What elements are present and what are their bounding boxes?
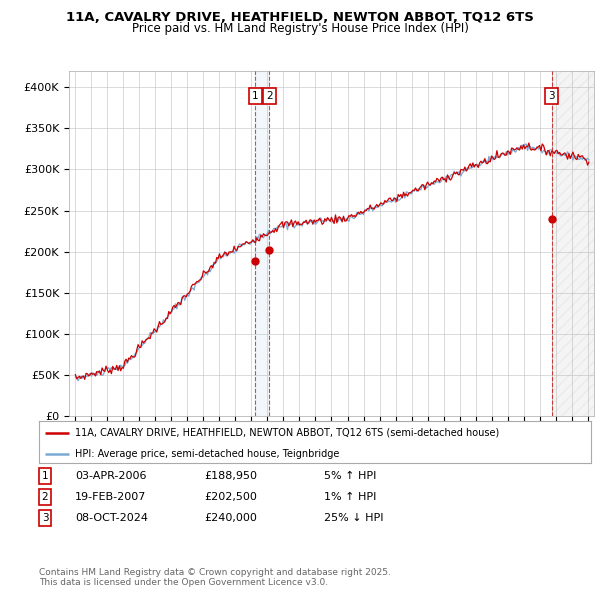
Text: 1% ↑ HPI: 1% ↑ HPI [324,492,376,502]
Text: 5% ↑ HPI: 5% ↑ HPI [324,471,376,481]
Text: 1: 1 [41,471,49,481]
Text: Price paid vs. HM Land Registry's House Price Index (HPI): Price paid vs. HM Land Registry's House … [131,22,469,35]
Text: 2: 2 [41,492,49,502]
Text: HPI: Average price, semi-detached house, Teignbridge: HPI: Average price, semi-detached house,… [75,449,339,459]
Text: 11A, CAVALRY DRIVE, HEATHFIELD, NEWTON ABBOT, TQ12 6TS: 11A, CAVALRY DRIVE, HEATHFIELD, NEWTON A… [66,11,534,24]
Text: £202,500: £202,500 [204,492,257,502]
Text: £188,950: £188,950 [204,471,257,481]
Text: 08-OCT-2024: 08-OCT-2024 [75,513,148,523]
Bar [256,71,269,416]
Text: 11A, CAVALRY DRIVE, HEATHFIELD, NEWTON ABBOT, TQ12 6TS (semi-detached house): 11A, CAVALRY DRIVE, HEATHFIELD, NEWTON A… [75,428,499,438]
Text: Contains HM Land Registry data © Crown copyright and database right 2025.
This d: Contains HM Land Registry data © Crown c… [39,568,391,587]
Text: 25% ↓ HPI: 25% ↓ HPI [324,513,383,523]
Text: 03-APR-2006: 03-APR-2006 [75,471,146,481]
Text: 2: 2 [266,91,273,101]
Text: 19-FEB-2007: 19-FEB-2007 [75,492,146,502]
Text: £240,000: £240,000 [204,513,257,523]
Bar [552,71,594,416]
Text: 1: 1 [252,91,259,101]
Text: 3: 3 [41,513,49,523]
Text: 3: 3 [548,91,555,101]
